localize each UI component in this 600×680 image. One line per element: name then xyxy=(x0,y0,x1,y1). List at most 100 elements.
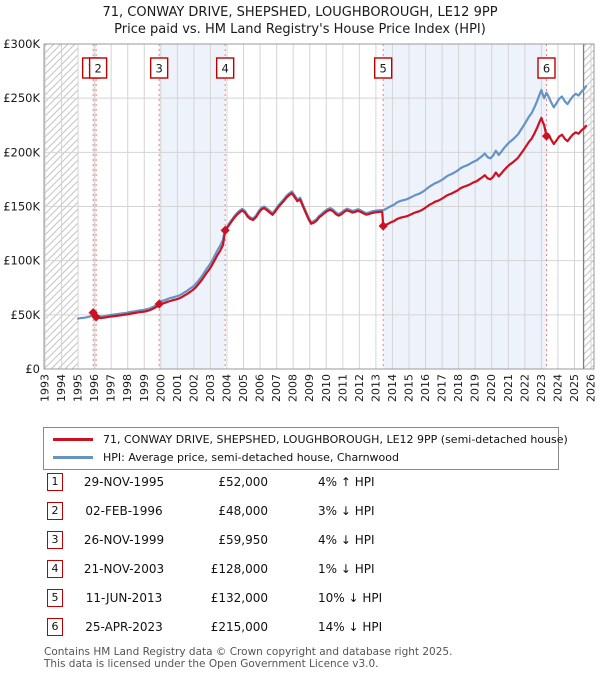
x-axis-tick-label: 2007 xyxy=(270,374,283,402)
y-axis-tick-label: £250K xyxy=(3,91,40,105)
event-number-label-3: 3 xyxy=(155,62,162,76)
sales-table: 1 29-NOV-1995 £52,000 4% ↑ HPI 2 02-FEB-… xyxy=(44,472,564,646)
x-axis-tick-label: 2019 xyxy=(469,374,482,402)
sale-number-badge: 6 xyxy=(47,617,63,636)
x-axis-tick-label: 2014 xyxy=(386,374,399,402)
x-axis-tick-label: 2003 xyxy=(204,374,217,402)
sale-row-5: 5 11-JUN-2013 £132,000 10% ↓ HPI xyxy=(44,588,564,607)
chart-legend: 71, CONWAY DRIVE, SHEPSHED, LOUGHBOROUGH… xyxy=(43,427,568,470)
x-axis-tick-label: 2004 xyxy=(221,374,234,402)
x-axis-tick-label: 1999 xyxy=(138,374,151,402)
y-axis-tick-label: £100K xyxy=(3,254,40,268)
title-subtitle: Price paid vs. HM Land Registry's House … xyxy=(114,22,486,37)
sale-row-2: 2 02-FEB-1996 £48,000 3% ↓ HPI xyxy=(44,501,564,520)
x-axis-tick-label: 2024 xyxy=(551,374,564,402)
legend-label-price-paid: 71, CONWAY DRIVE, SHEPSHED, LOUGHBOROUGH… xyxy=(103,432,568,446)
x-axis-tick-label: 2017 xyxy=(436,374,449,402)
x-axis-tick-label: 1994 xyxy=(55,374,68,402)
event-number-label-4: 4 xyxy=(222,62,229,76)
price-chart-svg: 123456£0£50K£100K£150K£200K£250K£300K199… xyxy=(3,37,597,402)
event-number-box-4 xyxy=(215,57,235,79)
plot-border xyxy=(43,43,595,370)
price-history-chart: 123456£0£50K£100K£150K£200K£250K£300K199… xyxy=(3,37,597,402)
title-address: 71, CONWAY DRIVE, SHEPSHED, LOUGHBOROUGH… xyxy=(102,5,498,20)
x-axis-tick-label: 2012 xyxy=(353,374,366,402)
sale-number-badge: 1 xyxy=(47,472,63,491)
sale-date: 02-FEB-1996 xyxy=(85,503,163,518)
sale-price: £128,000 xyxy=(210,561,268,576)
sale-date: 21-NOV-2003 xyxy=(83,561,165,576)
event-number-box-3 xyxy=(149,57,169,79)
sale-price: £52,000 xyxy=(218,474,268,489)
chart-title: 71, CONWAY DRIVE, SHEPSHED, LOUGHBOROUGH… xyxy=(0,4,600,38)
x-axis-tick-label: 1995 xyxy=(72,374,85,402)
event-number-box-2 xyxy=(88,57,108,79)
legend-label-hpi: HPI: Average price, semi-detached house,… xyxy=(103,450,399,464)
x-axis-tick-label: 2022 xyxy=(518,374,531,402)
y-axis-tick-label: £150K xyxy=(3,200,40,214)
x-axis-tick-label: 2001 xyxy=(171,374,184,402)
x-axis-tick-label: 1996 xyxy=(88,374,101,402)
sale-number-badge: 5 xyxy=(47,588,63,607)
x-axis-tick-label: 2020 xyxy=(485,374,498,402)
sale-marker-diamond-6 xyxy=(541,131,552,141)
x-axis-tick-label: 1998 xyxy=(121,374,134,402)
x-axis-tick-label: 2006 xyxy=(254,374,267,402)
y-axis-tick-label: £300K xyxy=(3,37,40,51)
sale-number-badge: 4 xyxy=(47,559,63,578)
x-axis-tick-label: 2010 xyxy=(320,374,333,402)
event-number-label-5: 5 xyxy=(380,62,387,76)
sale-date: 26-NOV-1999 xyxy=(83,532,165,547)
sale-hpi-delta: 1% ↓ HPI xyxy=(318,561,375,576)
x-axis-tick-label: 1993 xyxy=(39,374,52,402)
x-axis-tick-label: 2018 xyxy=(452,374,465,402)
sale-row-6: 6 25-APR-2023 £215,000 14% ↓ HPI xyxy=(44,617,564,636)
event-number-box-5 xyxy=(373,57,393,79)
sale-price: £59,950 xyxy=(218,532,268,547)
sale-number-badge: 2 xyxy=(47,501,63,520)
sale-price: £132,000 xyxy=(210,590,268,605)
sale-row-1: 1 29-NOV-1995 £52,000 4% ↑ HPI xyxy=(44,472,564,491)
sale-price: £215,000 xyxy=(210,619,268,634)
sale-hpi-delta: 14% ↓ HPI xyxy=(318,619,383,634)
x-axis-tick-label: 2016 xyxy=(419,374,432,402)
legend-row-price-paid: 71, CONWAY DRIVE, SHEPSHED, LOUGHBOROUGH… xyxy=(44,430,568,448)
sale-hpi-delta: 10% ↓ HPI xyxy=(318,590,383,605)
sale-date: 11-JUN-2013 xyxy=(85,590,163,605)
sale-date: 25-APR-2023 xyxy=(85,619,163,634)
x-axis-tick-label: 2009 xyxy=(303,374,316,402)
price-paid-series-line xyxy=(91,116,588,320)
x-axis-tick-label: 2023 xyxy=(535,374,548,402)
sale-hpi-delta: 4% ↓ HPI xyxy=(318,532,375,547)
sale-marker-diamond-3 xyxy=(154,299,164,309)
footer-line-2: This data is licensed under the Open Gov… xyxy=(44,657,379,670)
x-axis-tick-label: 2015 xyxy=(403,374,416,402)
footer-line-1: Contains HM Land Registry data © Crown c… xyxy=(44,646,453,658)
hpi-line-swatch xyxy=(53,455,93,459)
event-number-box-6 xyxy=(537,57,556,79)
sale-marker-diamond-4 xyxy=(220,225,230,235)
event-number-label-6: 6 xyxy=(543,62,550,76)
sale-marker-diamond-2 xyxy=(91,312,101,322)
hpi-series-line xyxy=(76,85,588,320)
y-axis-tick-label: £50K xyxy=(11,308,41,322)
sale-marker-diamond-5 xyxy=(378,221,388,231)
y-axis-tick-label: £0 xyxy=(25,362,40,376)
x-axis-tick-label: 2025 xyxy=(568,374,581,402)
sale-number-badge: 3 xyxy=(47,530,63,549)
price-paid-line-swatch xyxy=(53,437,93,441)
x-axis-tick-label: 1997 xyxy=(105,374,118,402)
x-axis-tick-label: 2011 xyxy=(336,374,349,402)
sale-hpi-delta: 4% ↑ HPI xyxy=(318,474,375,489)
sale-row-4: 4 21-NOV-2003 £128,000 1% ↓ HPI xyxy=(44,559,564,578)
x-axis-tick-label: 2021 xyxy=(502,374,515,402)
sale-date: 29-NOV-1995 xyxy=(83,474,165,489)
sale-price: £48,000 xyxy=(218,503,268,518)
x-axis-tick-label: 2008 xyxy=(287,374,300,402)
sale-row-3: 3 26-NOV-1999 £59,950 4% ↓ HPI xyxy=(44,530,564,549)
x-axis-tick-label: 2002 xyxy=(187,374,200,402)
attribution-footer: Contains HM Land Registry data © Crown c… xyxy=(44,646,453,670)
y-axis-tick-label: £200K xyxy=(3,145,40,159)
event-number-label-2: 2 xyxy=(94,62,101,76)
